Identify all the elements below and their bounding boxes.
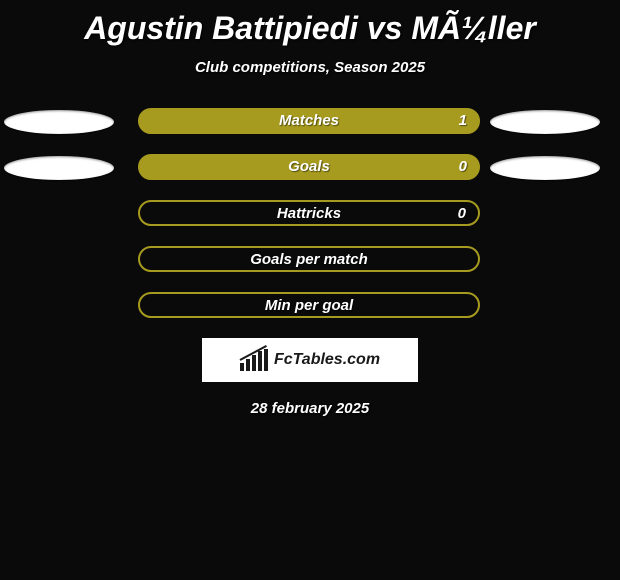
stats-container: Matches1Goals0Hattricks0Goals per matchM…: [0, 108, 620, 320]
stat-value: 0: [458, 205, 466, 222]
logo-chart-icon: [240, 349, 268, 371]
stat-bar: Goals per match: [138, 246, 480, 272]
right-ellipse: [490, 110, 600, 134]
stat-label: Goals: [139, 158, 479, 175]
stat-label: Goals per match: [140, 251, 478, 268]
stat-bar: Goals0: [138, 154, 480, 180]
stat-row: Matches1: [0, 108, 620, 136]
left-ellipse: [4, 156, 114, 180]
left-ellipse: [4, 110, 114, 134]
stat-label: Min per goal: [140, 297, 478, 314]
stat-bar: Min per goal: [138, 292, 480, 318]
stat-bar: Hattricks0: [138, 200, 480, 226]
stat-row: Min per goal: [0, 292, 620, 320]
date-text: 28 february 2025: [0, 400, 620, 417]
stat-bar: Matches1: [138, 108, 480, 134]
logo-text: FcTables.com: [274, 351, 380, 369]
fctables-logo: FcTables.com: [202, 338, 418, 382]
stat-row: Goals0: [0, 154, 620, 182]
comparison-title: Agustin Battipiedi vs MÃ¼ller: [0, 0, 620, 47]
stat-value: 0: [459, 158, 467, 175]
comparison-subtitle: Club competitions, Season 2025: [0, 59, 620, 76]
stat-label: Matches: [139, 112, 479, 129]
stat-row: Hattricks0: [0, 200, 620, 228]
stat-value: 1: [459, 112, 467, 129]
stat-row: Goals per match: [0, 246, 620, 274]
right-ellipse: [490, 156, 600, 180]
stat-label: Hattricks: [140, 205, 478, 222]
